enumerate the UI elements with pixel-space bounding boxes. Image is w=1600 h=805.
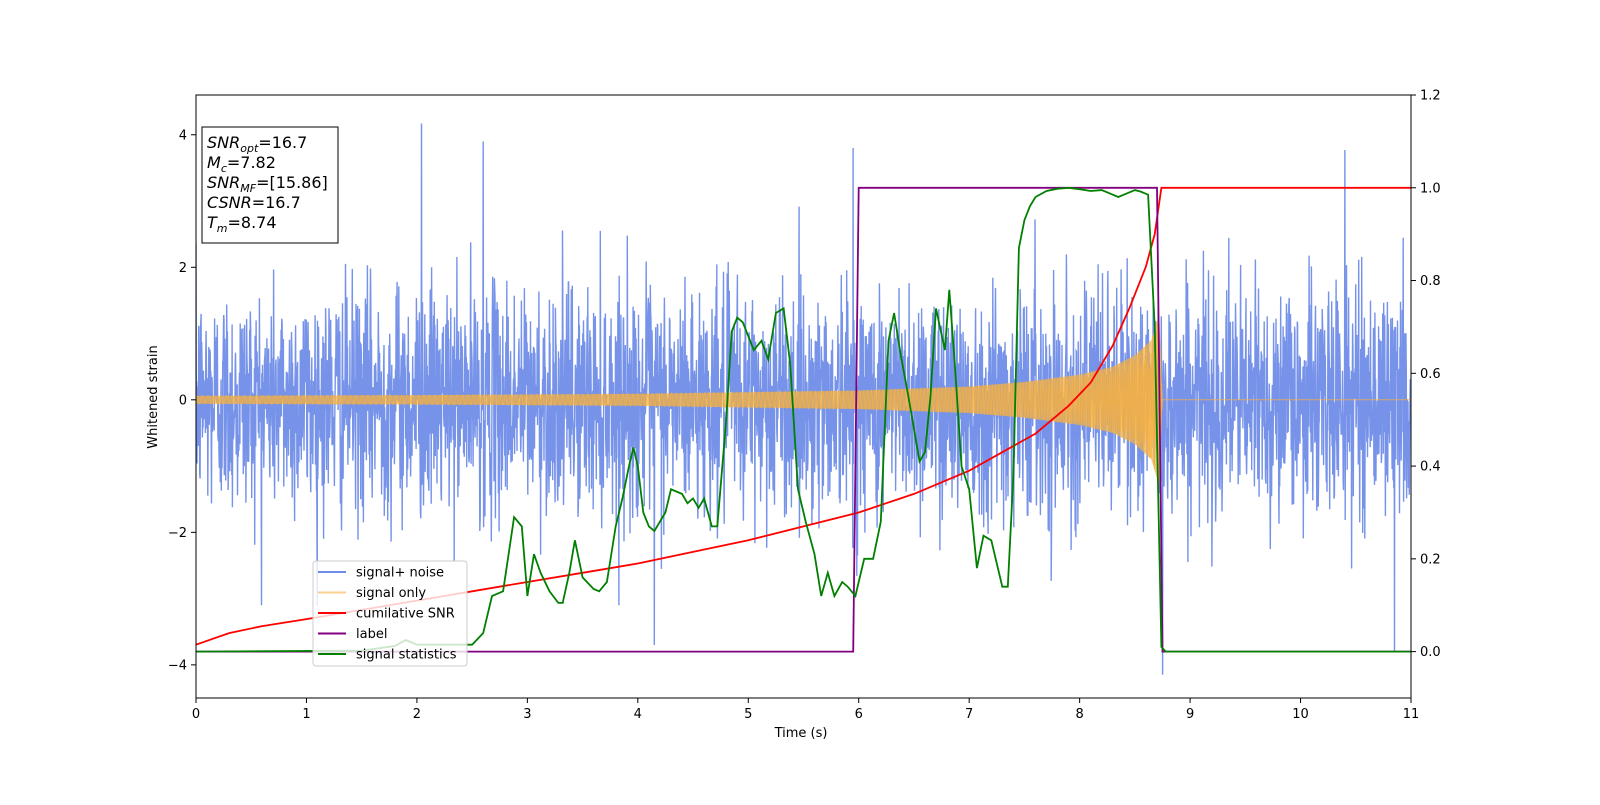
signal-noise-line [196, 123, 1411, 675]
x-tick-label: 8 [1075, 707, 1083, 722]
x-tick-label: 2 [413, 707, 421, 722]
info-box: SNRopt=16.7Mc=7.82SNRMF=[15.86]CSNR=16.7… [201, 126, 339, 244]
x-tick-label: 10 [1292, 707, 1309, 722]
y-tick-label: 4 [179, 128, 187, 143]
y2-tick-label: 1.0 [1420, 181, 1441, 196]
plot-frame [195, 94, 1412, 699]
y2-tick-label: 0.0 [1420, 645, 1441, 660]
y-tick-label: −2 [168, 526, 187, 541]
signal-only-line [196, 317, 1411, 482]
info-line: SNRMF=[15.86] [207, 173, 328, 195]
x-tick-label: 3 [523, 707, 531, 722]
legend-frame [312, 560, 468, 667]
info-line: SNRopt=16.7 [207, 133, 307, 155]
y2-tick-label: 0.6 [1420, 367, 1441, 382]
x-tick-label: 7 [965, 707, 973, 722]
y-tick-label: 2 [179, 261, 187, 276]
signal-statistics-line [196, 186, 1411, 653]
axes-layer: 0 1 2 3 4 5 6 7 8 9 10 11 −4 −2 0 2 4 0.0 0.2 0.4 0.6 0.8 1.0 1… [168, 89, 1441, 723]
x-tick-label: 4 [634, 707, 642, 722]
x-tick-label: 9 [1186, 707, 1194, 722]
y2-tick-label: 1.2 [1420, 89, 1441, 104]
x-tick-label: 0 [192, 707, 200, 722]
y2-tick-label: 0.8 [1420, 274, 1441, 289]
legend-label: signal+ noise [356, 566, 444, 581]
info-line: Mc=7.82 [207, 153, 276, 175]
legend-label: cumilative SNR [356, 607, 455, 622]
x-axis-label: Time (s) [774, 726, 828, 741]
signal-only-envelope [196, 316, 1163, 484]
x-tick-label: 1 [302, 707, 310, 722]
legend-label: signal only [356, 586, 426, 601]
x-tick-label: 6 [855, 707, 863, 722]
y-tick-label: 0 [179, 393, 187, 408]
legend-label: label [356, 627, 387, 642]
y2-tick-label: 0.4 [1420, 460, 1441, 475]
y-tick-label: −4 [168, 658, 187, 673]
info-line: Tm=8.74 [207, 213, 277, 235]
legend: signal+ noise signal only cumilative SNR la… [312, 560, 468, 667]
legend-label: signal statistics [356, 648, 457, 663]
info-line: CSNR=16.7 [207, 193, 301, 212]
x-tick-label: 5 [744, 707, 752, 722]
y-axis-label: Whitened strain [146, 345, 161, 448]
info-box-frame [201, 126, 339, 244]
y2-tick-label: 0.2 [1420, 552, 1441, 567]
x-tick-label: 11 [1403, 707, 1420, 722]
